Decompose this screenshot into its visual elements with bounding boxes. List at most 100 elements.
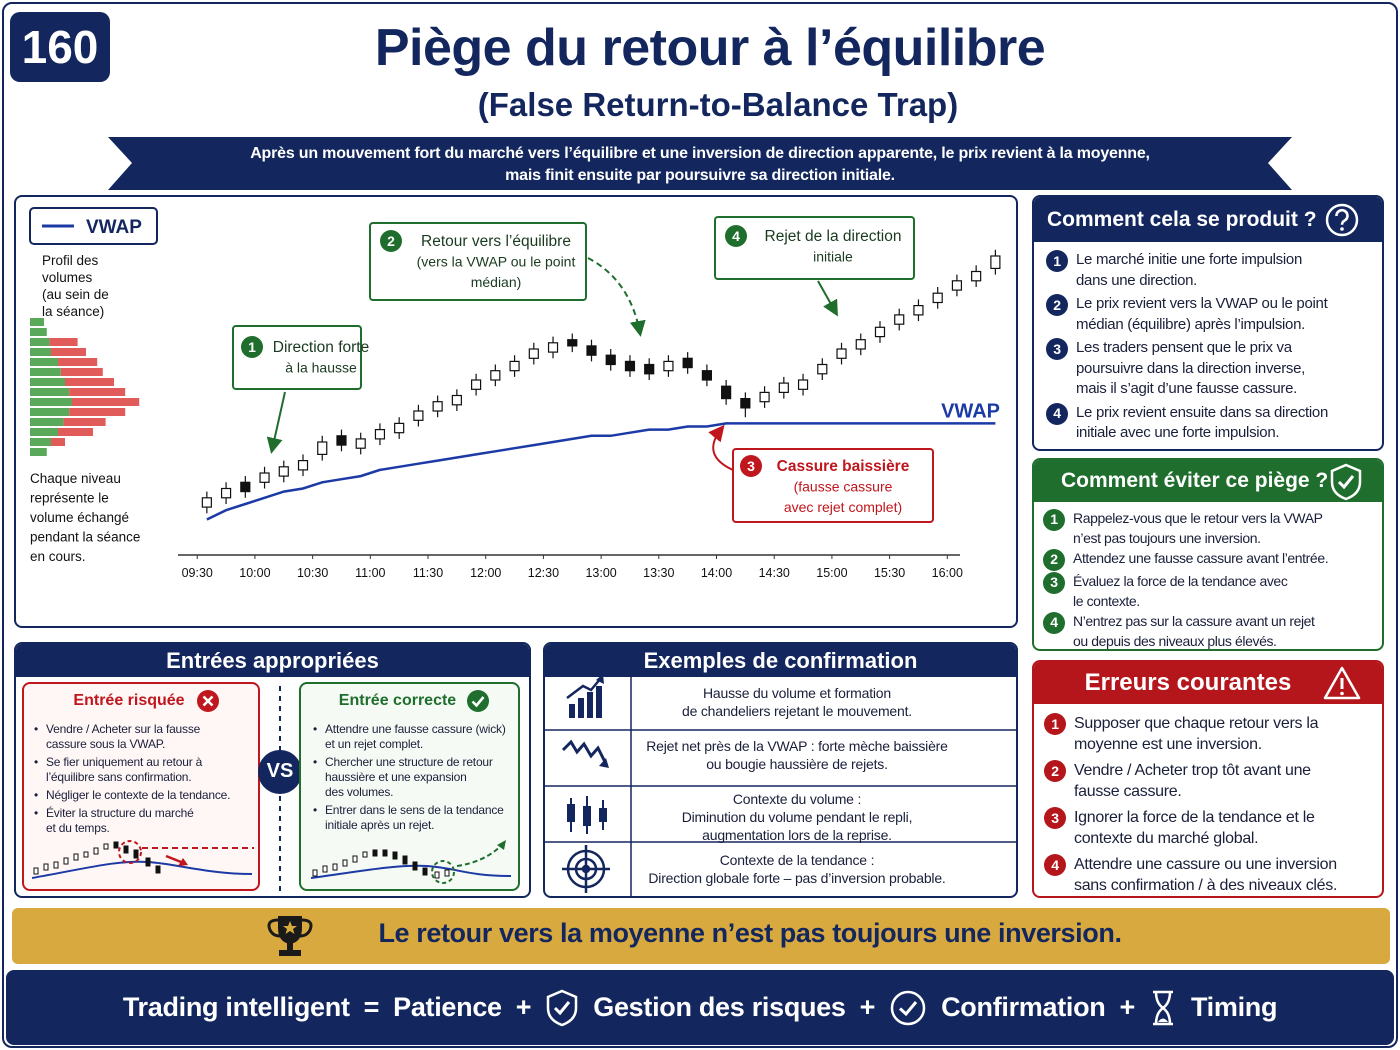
- text-line: Hausse du volume et formation: [703, 685, 891, 701]
- candle-body: [240, 481, 251, 493]
- footer-text: Timing: [1190, 992, 1278, 1022]
- candle-body: [644, 363, 655, 375]
- risky-title: Entrée risquée: [73, 692, 185, 709]
- profile-title: Profil des: [42, 253, 99, 268]
- text-line: initiale après un rejet.: [325, 818, 435, 832]
- check-icon: [467, 690, 489, 712]
- text-line: Chercher une structure de retour: [325, 755, 493, 769]
- item-text: Ignorer la force de la tendance et le con…: [1074, 807, 1315, 849]
- text-line: Après un mouvement fort du marché vers l…: [250, 145, 1150, 162]
- correct-bullets: Attendre une fausse cassure (wick)et un …: [313, 722, 519, 836]
- confirmation-title: Exemples de confirmation: [643, 647, 918, 673]
- profile-bar: [51, 348, 86, 356]
- risky-sketch: [31, 840, 254, 879]
- text-line: cassure sous la VWAP.: [46, 737, 166, 751]
- candle-body: [413, 410, 424, 421]
- annotation-number: 3: [747, 458, 755, 474]
- profile-bar: [58, 428, 93, 436]
- warning-icon: [1323, 666, 1361, 700]
- text-line: moyenne est une inversion.: [1074, 736, 1262, 753]
- text-line: Entrer dans le sens de la tendance: [325, 803, 504, 817]
- item-number: 3: [1044, 807, 1066, 829]
- errors-panel: Erreurs courantes 1 Supposer que chaque r…: [1032, 660, 1384, 898]
- annotation-text: médian): [471, 274, 522, 290]
- candle-body: [317, 441, 328, 455]
- text-line: Contexte de la tendance :: [719, 852, 875, 868]
- candle-body: [778, 382, 789, 394]
- text-line: dans une direction.: [1076, 271, 1198, 289]
- text-line: et du temps.: [46, 821, 110, 835]
- text-line: mais finit ensuite par poursuivre sa dir…: [505, 167, 895, 184]
- annotation-box: [732, 448, 934, 523]
- confirmation-header: Exemples de confirmation: [545, 644, 1016, 677]
- check-icon: [890, 990, 926, 1025]
- candle-body: [567, 339, 578, 347]
- confirmation-row: Hausse du volume et formation de chandeli…: [632, 684, 962, 720]
- item-number: 2: [1046, 294, 1068, 316]
- confirmation-row: Contexte de la tendance : Direction globa…: [632, 851, 962, 887]
- profile-bar: [72, 398, 140, 406]
- text-line: Supposer que chaque retour vers la: [1074, 715, 1319, 732]
- text-line: Attendre une fausse cassure (wick): [325, 722, 506, 736]
- item-text: Le prix revient vers la VWAP ou le point…: [1076, 294, 1328, 335]
- text-line: des volumes.: [325, 785, 394, 799]
- candle-body: [451, 394, 462, 406]
- item-number: 4: [1044, 854, 1066, 876]
- profile-bar: [30, 368, 61, 376]
- profile-bar: [30, 318, 44, 326]
- annotation-text: Direction forte: [273, 339, 369, 356]
- candle-body: [836, 348, 847, 359]
- text-line: Vendre / Acheter trop tôt avant une: [1074, 762, 1311, 779]
- item-number: 3: [1043, 572, 1065, 594]
- profile-note: en cours.: [30, 549, 86, 564]
- item-number: 3: [1046, 338, 1068, 360]
- item-text: Le prix revient ensuite dans sa directio…: [1076, 403, 1328, 444]
- text-line: contexte du marché global.: [1074, 830, 1259, 847]
- text-line: et un rejet complet.: [325, 737, 424, 751]
- text-line: Le prix revient ensuite dans sa directio…: [1076, 403, 1329, 421]
- footer-text: Patience: [393, 992, 502, 1022]
- profile-bar: [30, 378, 65, 386]
- annotation-text: avec rejet complet): [784, 499, 902, 515]
- list-item: 2 Vendre / Acheter trop tôt avant une faus…: [1044, 760, 1337, 802]
- text-line: haussière et une expansion: [325, 770, 467, 784]
- text-line: le contexte.: [1073, 592, 1140, 609]
- text-line: Contexte du volume :: [732, 791, 862, 807]
- x-tick-label: 09:30: [182, 566, 213, 580]
- annotation-number: 4: [732, 228, 740, 244]
- annotation-number: 1: [248, 339, 256, 355]
- profile-bar: [30, 328, 47, 336]
- list-item: 1 Supposer que chaque retour vers la moyen…: [1044, 713, 1337, 755]
- profile-bar: [30, 358, 58, 366]
- text-line: sans confirmation / à des niveaux clés.: [1074, 877, 1338, 894]
- legend-label: VWAP: [86, 217, 142, 238]
- text-line: mais il s’agit d’une fausse cassure.: [1076, 380, 1297, 397]
- banner-ribbon: [108, 137, 1292, 190]
- bullet: Se fier uniquement au retour àl’équilibr…: [34, 755, 258, 785]
- title: Piège du retour à l’équilibre: [374, 19, 1046, 77]
- profile-note: pendant la séance: [30, 530, 140, 545]
- text-line: fausse cassure.: [1074, 783, 1182, 800]
- annotation-text: Cassure baissière: [777, 458, 910, 475]
- candle-body: [394, 422, 405, 434]
- list-item: 4 N’entrez pas sur la cassure avant un re…: [1043, 612, 1328, 649]
- item-text: Supposer que chaque retour vers la moyenn…: [1074, 713, 1318, 755]
- annotation-box: [232, 325, 362, 390]
- profile-title: volumes: [42, 270, 93, 285]
- footer-text: Gestion des risques: [593, 992, 846, 1022]
- avoid-header: Comment éviter ce piège ?: [1034, 460, 1382, 502]
- item-text: Attendez une fausse cassure avant l’entr…: [1073, 549, 1329, 569]
- text-line: de chandeliers rejetant le mouvement.: [682, 703, 912, 719]
- annotation-text: à la hausse: [285, 360, 357, 376]
- candle-body: [759, 391, 770, 403]
- annotation-text: initiale: [813, 249, 853, 265]
- entries-header: Entrées appropriées: [16, 644, 529, 677]
- candle-body: [374, 429, 386, 440]
- how-title: Comment cela se produit ?: [1047, 207, 1317, 231]
- profile-bar: [30, 408, 70, 416]
- x-tick-label: 14:30: [759, 566, 790, 580]
- candle-body: [201, 497, 212, 508]
- confirmation-row: Contexte du volume : Diminution du volume…: [632, 790, 962, 844]
